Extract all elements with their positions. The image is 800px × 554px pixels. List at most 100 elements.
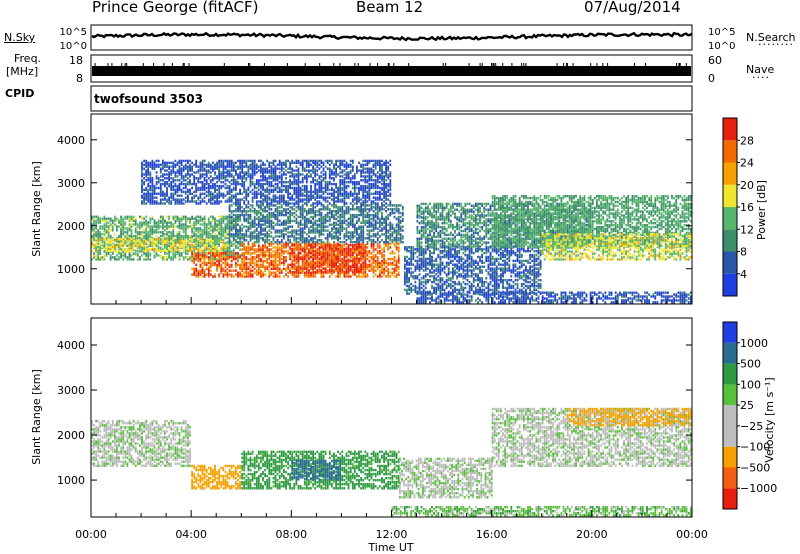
power-cell bbox=[170, 192, 173, 195]
power-cell bbox=[232, 254, 235, 257]
power-cell bbox=[101, 225, 104, 228]
power-cell bbox=[157, 225, 160, 228]
power-cell bbox=[237, 173, 239, 176]
power-cell bbox=[224, 250, 227, 253]
power-cell bbox=[176, 184, 179, 188]
power-cell bbox=[205, 186, 208, 190]
power-cell bbox=[224, 247, 227, 250]
frequency-spike bbox=[183, 63, 185, 66]
power-cell bbox=[130, 223, 133, 226]
power-cell bbox=[349, 231, 352, 234]
power-cell bbox=[132, 215, 135, 218]
power-cell bbox=[130, 225, 133, 228]
power-cell bbox=[293, 246, 296, 249]
noise-sky-label: N.Sky bbox=[4, 31, 36, 44]
power-cell bbox=[328, 275, 331, 278]
power-cell bbox=[222, 192, 225, 195]
power-cell bbox=[212, 261, 214, 265]
power-cell bbox=[270, 241, 273, 244]
power-cell bbox=[251, 265, 254, 269]
power-cell bbox=[345, 223, 348, 226]
power-cell bbox=[149, 248, 152, 251]
power-cell bbox=[168, 252, 170, 255]
power-cell bbox=[270, 248, 273, 251]
power-cell bbox=[145, 225, 148, 228]
power-cell bbox=[176, 219, 179, 222]
power-cell bbox=[222, 245, 225, 249]
power-cell bbox=[283, 213, 285, 217]
power-cell bbox=[243, 261, 246, 265]
power-cell bbox=[333, 213, 335, 217]
power-cell bbox=[289, 267, 291, 270]
power-cell bbox=[224, 273, 227, 276]
power-cell bbox=[145, 202, 148, 205]
power-cell bbox=[116, 217, 118, 220]
power-cell bbox=[285, 257, 287, 261]
power-cell bbox=[145, 229, 148, 232]
power-cell bbox=[91, 215, 93, 218]
power-cell bbox=[136, 233, 139, 236]
power-cell bbox=[224, 252, 227, 255]
power-cell bbox=[247, 235, 250, 238]
power-cell bbox=[364, 269, 367, 272]
power-cell bbox=[305, 233, 308, 236]
power-cell bbox=[166, 173, 168, 176]
power-cell bbox=[222, 256, 225, 259]
power-cell bbox=[220, 233, 223, 236]
power-cell bbox=[253, 248, 256, 251]
power-cell bbox=[122, 241, 125, 245]
power-cell bbox=[182, 202, 185, 205]
power-cell bbox=[120, 238, 122, 241]
power-cell bbox=[268, 257, 271, 261]
power-cell bbox=[381, 275, 383, 278]
power-cell bbox=[176, 250, 179, 253]
power-cell bbox=[93, 219, 95, 222]
power-cell bbox=[201, 181, 204, 184]
power-cell bbox=[116, 229, 118, 232]
power-cell bbox=[143, 188, 145, 192]
power-cell bbox=[153, 184, 156, 188]
power-cell bbox=[226, 273, 229, 276]
power-cell bbox=[287, 252, 289, 255]
power-cell bbox=[207, 247, 210, 250]
power-cell bbox=[260, 250, 262, 253]
power-cell bbox=[268, 269, 271, 272]
power-cell bbox=[235, 192, 237, 195]
power-cell bbox=[205, 202, 208, 205]
power-cell bbox=[249, 254, 252, 257]
power-cell bbox=[295, 273, 298, 276]
power-cell bbox=[249, 271, 252, 274]
power-cell bbox=[155, 241, 158, 245]
power-cell bbox=[224, 215, 227, 218]
power-cell bbox=[287, 242, 289, 245]
power-cell bbox=[374, 211, 377, 215]
power-cell bbox=[224, 171, 227, 174]
power-cell bbox=[391, 267, 394, 270]
power-cell bbox=[214, 245, 216, 249]
power-cell bbox=[212, 165, 214, 168]
power-cell bbox=[201, 198, 204, 201]
power-cell bbox=[339, 244, 342, 247]
power-cell bbox=[195, 275, 198, 278]
power-cell bbox=[118, 249, 120, 252]
power-cell bbox=[370, 213, 373, 217]
power-cell bbox=[299, 219, 302, 223]
power-cell bbox=[122, 252, 125, 255]
power-cell bbox=[293, 259, 296, 262]
power-cell bbox=[276, 275, 279, 278]
power-cell bbox=[95, 254, 97, 257]
power-cell bbox=[301, 257, 304, 260]
power-cell bbox=[207, 275, 210, 278]
power-cell bbox=[262, 233, 264, 236]
power-cell bbox=[260, 271, 262, 274]
power-cell bbox=[347, 275, 350, 278]
power-cell bbox=[328, 263, 331, 267]
power-cell bbox=[207, 233, 210, 236]
power-cell bbox=[120, 256, 122, 259]
power-cell bbox=[145, 231, 148, 234]
power-cell bbox=[276, 252, 279, 255]
power-cell bbox=[118, 225, 120, 228]
noise-tick-bottom-right: 10^0 bbox=[708, 41, 735, 52]
power-cell bbox=[95, 243, 97, 247]
power-cell bbox=[303, 231, 306, 234]
